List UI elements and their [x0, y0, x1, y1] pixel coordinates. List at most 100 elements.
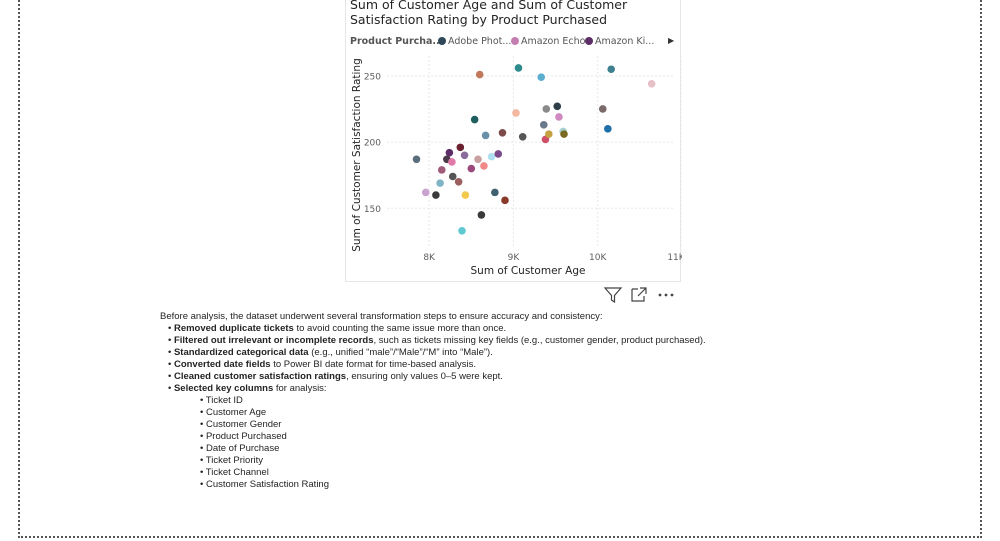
data-point	[460, 151, 469, 160]
x-tick-label: 8K	[423, 253, 436, 263]
step-bold: Cleaned customer satisfaction ratings	[173, 371, 347, 382]
step-text: , ensuring only values 0–5 were kept.	[346, 371, 503, 382]
data-point	[477, 211, 486, 219]
legend-dot	[438, 37, 446, 45]
step-bold: Removed duplicate tickets	[173, 323, 294, 334]
data-point	[491, 188, 499, 197]
data-point	[475, 70, 484, 79]
step-bold: Filtered out irrelevant or incomplete re…	[173, 335, 374, 346]
legend-dot	[585, 37, 593, 45]
data-point	[456, 143, 465, 152]
data-point	[560, 130, 568, 138]
data-point	[461, 191, 470, 199]
data-point	[498, 129, 507, 137]
list-item: Removed duplicate tickets to avoid count…	[168, 323, 760, 335]
x-tick-label: 11K	[667, 253, 682, 263]
y-tick-label: 250	[364, 72, 381, 82]
data-point	[553, 102, 562, 111]
step-text: to Power BI date format for time-based a…	[270, 359, 476, 370]
intro-paragraph: Before analysis, the dataset underwent s…	[160, 311, 603, 322]
legend-item[interactable]: Amazon Echo	[511, 36, 585, 47]
data-point	[454, 177, 463, 186]
data-point	[412, 155, 421, 164]
list-item: Converted date fields to Power BI date f…	[168, 359, 760, 371]
steps-list: Removed duplicate tickets to avoid count…	[160, 323, 760, 491]
data-point	[448, 172, 457, 181]
legend-label: Adobe Phot...	[448, 36, 512, 47]
step-text: to avoid counting the same issue more th…	[293, 323, 507, 334]
list-item: Customer Gender	[200, 419, 760, 431]
data-point	[501, 196, 509, 205]
legend-dot	[511, 37, 519, 45]
scatter-visual[interactable]: Sum of Customer Age and Sum of Customer …	[345, 0, 682, 282]
columns-list: Ticket ID Customer Age Customer Gender P…	[168, 395, 760, 491]
data-point	[467, 164, 476, 173]
focus-mode-icon[interactable]	[629, 285, 649, 305]
list-item: Customer Age	[200, 407, 760, 419]
data-point	[598, 105, 607, 113]
step-text: (e.g., unified “male”/“Male”/“M” into “M…	[308, 347, 493, 358]
list-item: Product Purchased	[200, 431, 760, 443]
grid	[387, 56, 682, 248]
data-point	[537, 73, 546, 81]
list-item: Ticket ID	[200, 395, 760, 407]
data-point	[512, 109, 520, 117]
data-point	[545, 130, 553, 138]
x-tick-label: 10K	[589, 253, 607, 263]
data-point	[647, 80, 656, 88]
data-point	[514, 64, 523, 72]
y-tick-label: 150	[364, 205, 381, 215]
report-page-border	[18, 0, 982, 538]
data-points	[412, 64, 656, 235]
more-options-icon[interactable]	[656, 285, 676, 305]
list-item: Ticket Priority	[200, 455, 760, 467]
axis-ticks: 150 200 250 8K 9K 10K 11K	[364, 72, 682, 263]
list-item: Ticket Channel	[200, 467, 760, 479]
text-box: Before analysis, the dataset underwent s…	[160, 311, 760, 491]
data-point	[481, 131, 490, 140]
legend-label: Amazon Echo	[521, 36, 586, 47]
step-bold: Standardized categorical data	[173, 347, 309, 358]
legend-item[interactable]: Adobe Phot...	[438, 36, 511, 47]
filter-icon[interactable]	[603, 285, 623, 305]
x-tick-label: 9K	[508, 253, 521, 263]
step-text: for analysis:	[273, 383, 327, 394]
data-point	[432, 191, 440, 199]
step-bold: Selected key columns	[173, 383, 274, 394]
legend-title: Product Purcha...	[350, 36, 444, 47]
y-axis-label: Sum of Customer Satisfaction Rating	[351, 58, 363, 252]
data-point	[458, 226, 466, 235]
list-item: Cleaned customer satisfaction ratings, e…	[168, 371, 760, 383]
list-item: Selected key columns for analysis: Ticke…	[168, 383, 760, 491]
list-item: Date of Purchase	[200, 443, 760, 455]
visual-header-toolbar	[600, 285, 680, 305]
data-point	[445, 148, 454, 157]
data-point	[542, 105, 551, 113]
data-point	[539, 121, 548, 129]
legend-label: Amazon Ki...	[595, 36, 655, 47]
data-point	[437, 166, 446, 174]
data-point	[470, 115, 479, 124]
chart-title: Sum of Customer Age and Sum of Customer …	[350, 0, 628, 27]
data-point	[421, 188, 430, 197]
list-item: Customer Satisfaction Rating	[200, 479, 760, 491]
data-point	[487, 152, 496, 161]
data-point	[555, 113, 563, 121]
legend-item[interactable]: Amazon Ki...	[585, 36, 654, 47]
data-point	[448, 158, 456, 166]
data-point	[474, 155, 482, 164]
data-point	[436, 179, 444, 187]
list-item: Standardized categorical data (e.g., uni…	[168, 347, 760, 359]
step-text: , such as tickets missing key fields (e.…	[373, 335, 706, 346]
legend-next-arrow-icon[interactable]: ▶	[668, 36, 675, 45]
data-point	[604, 125, 612, 133]
data-point	[480, 162, 488, 170]
y-tick-label: 200	[364, 139, 381, 149]
data-point	[494, 150, 503, 158]
data-point	[518, 132, 527, 141]
x-axis-label: Sum of Customer Age	[471, 265, 586, 277]
step-bold: Converted date fields	[173, 359, 271, 370]
list-item: Filtered out irrelevant or incomplete re…	[168, 335, 760, 347]
legend: Product Purcha... Adobe Phot... Amazon E…	[350, 36, 678, 50]
